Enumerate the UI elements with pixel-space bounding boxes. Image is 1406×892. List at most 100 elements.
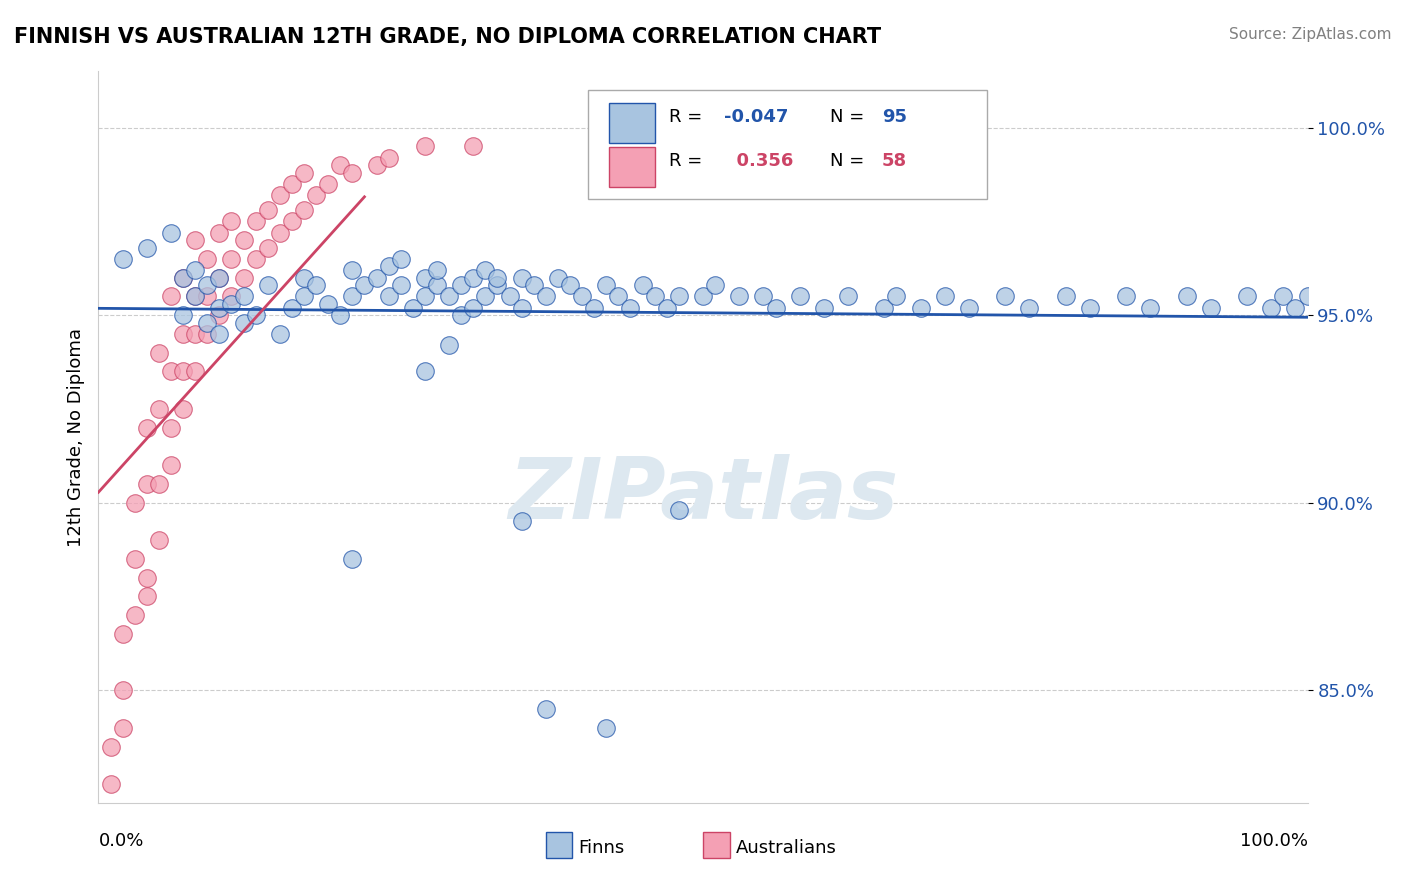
Point	[534, 702, 557, 716]
Bar	[609, 146, 655, 187]
Point	[184, 263, 207, 277]
Point	[873, 301, 896, 315]
Point	[413, 364, 436, 378]
Point	[160, 364, 183, 378]
Point	[595, 278, 617, 293]
Point	[450, 278, 472, 293]
Point	[195, 278, 218, 293]
Point	[305, 188, 328, 202]
Point	[221, 297, 243, 311]
Point	[377, 260, 399, 274]
Point	[221, 289, 243, 303]
Point	[256, 278, 278, 293]
Text: 95: 95	[882, 108, 907, 126]
Point	[135, 590, 157, 604]
Text: N =: N =	[830, 108, 865, 126]
Point	[692, 289, 714, 303]
Point	[886, 289, 908, 303]
Point	[474, 263, 496, 277]
Point	[510, 270, 533, 285]
Point	[1115, 289, 1137, 303]
Point	[135, 571, 157, 585]
Point	[583, 301, 606, 315]
Point	[245, 214, 267, 228]
Point	[342, 289, 364, 303]
Point	[195, 252, 218, 266]
Point	[789, 289, 811, 303]
Point	[281, 301, 304, 315]
Point	[256, 203, 278, 218]
Text: R =: R =	[669, 108, 703, 126]
Point	[111, 721, 134, 735]
Point	[1199, 301, 1222, 315]
Point	[426, 278, 449, 293]
Text: Source: ZipAtlas.com: Source: ZipAtlas.com	[1229, 27, 1392, 42]
Point	[232, 289, 254, 303]
Point	[402, 301, 425, 315]
Point	[765, 301, 787, 315]
Point	[172, 270, 194, 285]
Point	[245, 252, 267, 266]
Point	[510, 301, 533, 315]
Point	[1272, 289, 1295, 303]
Point	[534, 289, 557, 303]
Text: Australians: Australians	[735, 839, 837, 857]
Point	[837, 289, 859, 303]
Point	[292, 289, 315, 303]
Point	[316, 177, 339, 191]
Point	[486, 270, 509, 285]
Point	[607, 289, 630, 303]
Point	[619, 301, 641, 315]
Point	[316, 297, 339, 311]
Point	[184, 289, 207, 303]
Point	[474, 289, 496, 303]
Point	[523, 278, 546, 293]
Point	[195, 326, 218, 341]
Point	[148, 477, 170, 491]
Text: 0.0%: 0.0%	[98, 832, 143, 850]
Point	[184, 364, 207, 378]
Point	[377, 151, 399, 165]
Point	[342, 263, 364, 277]
Point	[463, 270, 485, 285]
Point	[389, 278, 412, 293]
Text: 58: 58	[882, 152, 907, 169]
Point	[1018, 301, 1040, 315]
Y-axis label: 12th Grade, No Diploma: 12th Grade, No Diploma	[66, 327, 84, 547]
Point	[1296, 289, 1319, 303]
Point	[281, 177, 304, 191]
Point	[644, 289, 666, 303]
Point	[232, 316, 254, 330]
Bar	[609, 103, 655, 143]
Point	[366, 270, 388, 285]
Point	[124, 552, 146, 566]
Point	[172, 401, 194, 416]
Point	[571, 289, 593, 303]
Point	[232, 270, 254, 285]
Point	[184, 326, 207, 341]
Point	[437, 338, 460, 352]
Point	[208, 226, 231, 240]
Point	[366, 158, 388, 172]
Point	[292, 203, 315, 218]
Point	[377, 289, 399, 303]
Point	[292, 270, 315, 285]
Point	[668, 289, 690, 303]
Point	[353, 278, 375, 293]
Point	[160, 458, 183, 473]
Point	[728, 289, 751, 303]
Point	[486, 278, 509, 293]
Point	[765, 128, 787, 142]
Point	[426, 263, 449, 277]
Point	[148, 533, 170, 548]
Point	[1284, 301, 1306, 315]
Point	[100, 777, 122, 791]
Point	[292, 166, 315, 180]
Point	[994, 289, 1017, 303]
Point	[100, 739, 122, 754]
Point	[595, 721, 617, 735]
Point	[389, 252, 412, 266]
Point	[437, 289, 460, 303]
Point	[342, 552, 364, 566]
Point	[704, 278, 727, 293]
